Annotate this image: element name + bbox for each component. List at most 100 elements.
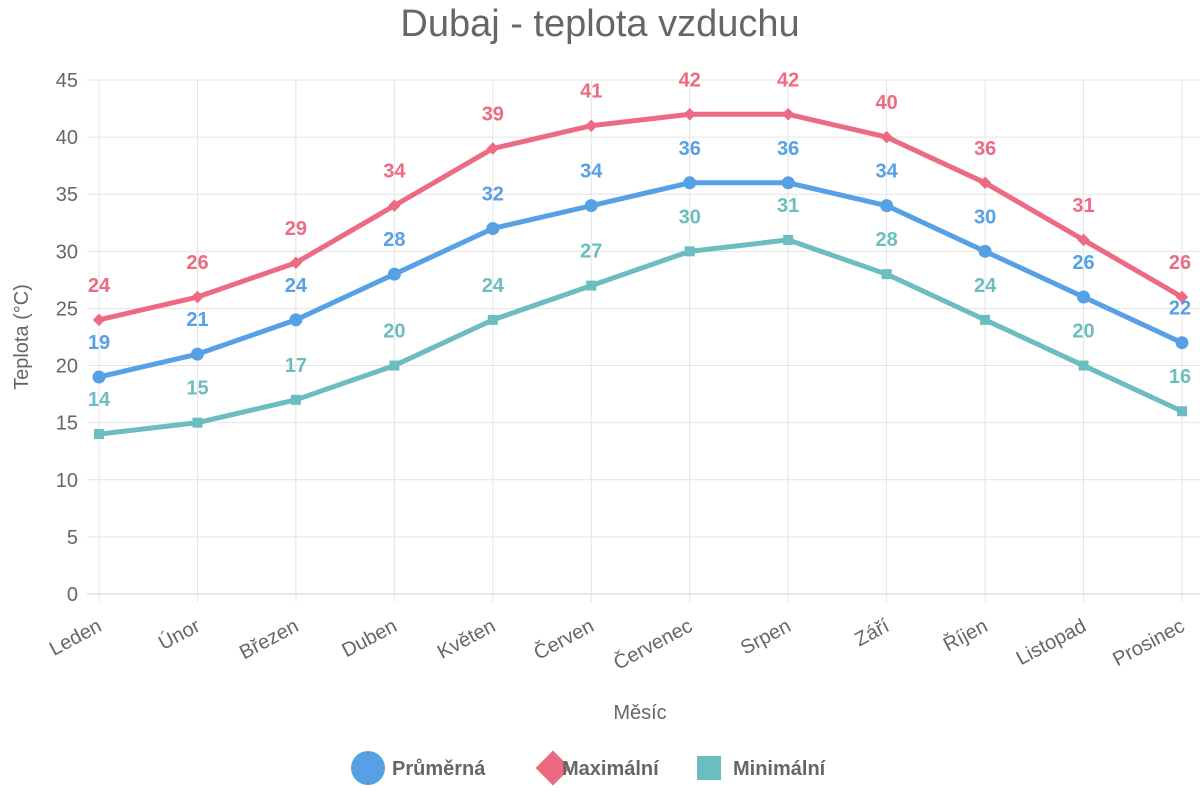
x-tick-label: Červenec (610, 614, 696, 674)
data-label: 28 (383, 229, 405, 251)
data-point-square (1177, 406, 1187, 417)
data-point-circle (880, 199, 894, 213)
data-label: 26 (1072, 252, 1094, 274)
data-point-square (94, 429, 104, 440)
data-label: 31 (1072, 195, 1094, 217)
data-label: 36 (679, 138, 701, 160)
data-label: 39 (482, 104, 504, 126)
data-point-diamond (585, 119, 598, 132)
data-label: 36 (974, 138, 996, 160)
y-tick-label: 20 (56, 356, 78, 378)
x-tick-label: Prosinec (1109, 615, 1188, 671)
data-point-square (881, 269, 892, 280)
x-tick-label: Duben (338, 615, 400, 662)
data-label: 28 (876, 229, 898, 251)
data-label: 20 (383, 321, 405, 343)
data-point-diamond (1077, 233, 1090, 247)
data-point-diamond (781, 108, 795, 121)
data-point-circle (486, 221, 500, 235)
data-point-circle (1077, 290, 1091, 304)
y-tick-label: 15 (56, 413, 78, 435)
data-point-square (980, 314, 991, 325)
y-tick-label: 45 (56, 70, 78, 92)
data-point-diamond (683, 108, 696, 121)
y-tick-label: 0 (67, 584, 78, 606)
data-point-diamond (92, 313, 106, 327)
data-label: 42 (777, 69, 799, 91)
data-point-square (586, 280, 597, 291)
x-tick-label: Březen (236, 615, 302, 664)
data-label: 15 (186, 378, 208, 400)
data-point-diamond (1175, 290, 1189, 304)
legend-label: Maximální (562, 758, 660, 780)
legend-marker-diamond (535, 750, 571, 786)
data-label: 24 (482, 275, 505, 297)
data-point-square (290, 394, 301, 405)
data-label: 34 (383, 161, 406, 183)
data-label: 20 (1072, 321, 1094, 343)
data-point-circle (190, 347, 204, 361)
legend-marker-circle (351, 751, 385, 785)
x-tick-label: Leden (46, 615, 105, 661)
data-label: 42 (679, 69, 701, 91)
x-tick-label: Listopad (1013, 615, 1090, 670)
series-line-Maximální (98, 111, 1184, 323)
data-label: 17 (285, 355, 307, 377)
data-label: 27 (580, 241, 602, 263)
y-axis-title: Teplota (°C) (11, 284, 33, 390)
x-axis-title: Měsíc (613, 702, 666, 724)
data-label: 30 (974, 206, 996, 228)
legend: Průměrná Maximální Minimální (351, 750, 827, 786)
data-point-circle (683, 176, 697, 190)
data-label: 34 (580, 161, 603, 183)
data-label: 24 (88, 275, 111, 297)
data-point-square (783, 234, 794, 245)
legend-marker-square (697, 756, 721, 780)
data-point-square (192, 417, 203, 428)
data-label: 32 (482, 183, 504, 205)
data-label: 40 (876, 92, 898, 114)
data-point-circle (781, 176, 795, 190)
y-tick-label: 30 (56, 241, 78, 263)
x-tick-label: Srpen (737, 615, 794, 659)
series-line-Minimální (98, 237, 1184, 437)
data-label: 34 (876, 161, 899, 183)
data-point-circle (1175, 336, 1189, 350)
data-point-square (684, 246, 695, 257)
data-point-circle (584, 199, 598, 213)
data-point-diamond (486, 142, 500, 155)
x-tick-label: Červen (530, 614, 598, 665)
y-tick-label: 10 (56, 470, 78, 492)
data-point-circle (92, 370, 106, 384)
data-label: 14 (88, 389, 111, 411)
data-label: 24 (285, 275, 308, 297)
data-point-diamond (191, 290, 204, 304)
data-point-diamond (289, 256, 303, 270)
data-label: 16 (1169, 366, 1191, 388)
legend-label: Průměrná (392, 758, 486, 780)
legend-label: Minimální (733, 758, 827, 780)
data-point-diamond (388, 199, 401, 212)
data-point-circle (978, 244, 992, 258)
data-label: 41 (580, 81, 602, 103)
data-label: 36 (777, 138, 799, 160)
series-line-Průměrná (98, 180, 1184, 380)
x-tick-label: Září (851, 615, 893, 651)
data-label: 30 (679, 206, 701, 228)
chart-title: Dubaj - teplota vzduchu (400, 3, 799, 45)
y-tick-label: 5 (67, 527, 78, 549)
data-label: 24 (974, 275, 997, 297)
x-tick-label: Květen (434, 615, 499, 664)
y-tick-label: 40 (56, 127, 78, 149)
data-label: 19 (88, 332, 110, 354)
data-label: 26 (1169, 252, 1191, 274)
data-label: 21 (186, 309, 208, 331)
data-label: 29 (285, 218, 307, 240)
y-tick-label: 35 (56, 184, 78, 206)
data-label: 22 (1169, 298, 1191, 320)
y-tick-label: 25 (56, 298, 78, 320)
data-point-diamond (978, 176, 992, 190)
data-point-square (389, 360, 400, 371)
data-point-diamond (880, 130, 893, 144)
